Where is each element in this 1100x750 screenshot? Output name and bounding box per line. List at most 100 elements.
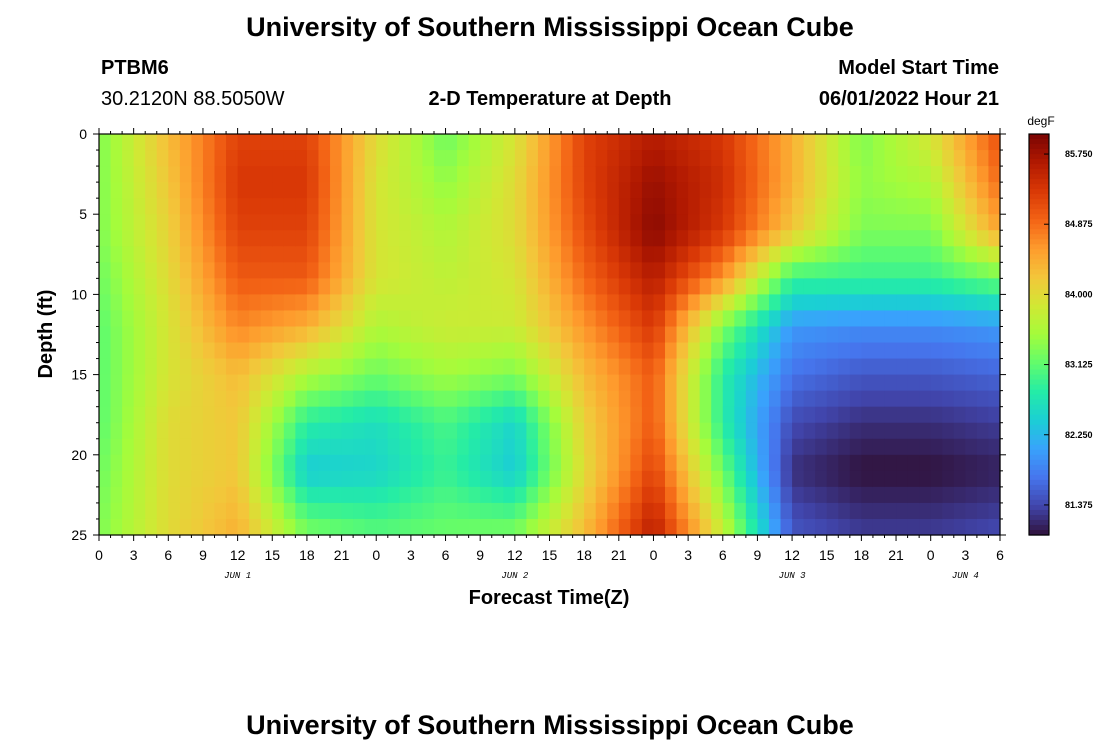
heatmap-cell bbox=[572, 166, 585, 183]
heatmap-cell bbox=[468, 134, 481, 151]
heatmap-cell bbox=[306, 438, 320, 456]
heatmap-cell bbox=[537, 438, 551, 456]
heatmap-cell bbox=[988, 214, 1001, 231]
heatmap-cell bbox=[399, 214, 412, 231]
heatmap-cell bbox=[168, 262, 181, 279]
heatmap-cell bbox=[861, 230, 874, 247]
heatmap-cell bbox=[630, 166, 643, 183]
heatmap-cell bbox=[861, 310, 874, 328]
heatmap-cell bbox=[249, 214, 262, 231]
heatmap-cell bbox=[133, 422, 146, 440]
heatmap-cell bbox=[306, 262, 320, 279]
heatmap-cell bbox=[491, 422, 504, 440]
heatmap-cell bbox=[537, 390, 551, 408]
heatmap-cell bbox=[306, 278, 320, 295]
heatmap-cell bbox=[99, 374, 112, 392]
heatmap-cell bbox=[919, 262, 932, 279]
heatmap-cell bbox=[330, 390, 343, 408]
chart-subtitle: 2-D Temperature at Depth bbox=[428, 88, 671, 110]
heatmap-cell bbox=[526, 214, 539, 231]
heatmap-cell bbox=[364, 262, 377, 279]
heatmap-cell bbox=[780, 182, 793, 199]
heatmap-cell bbox=[896, 230, 909, 247]
heatmap-cell bbox=[884, 262, 897, 279]
heatmap-cell bbox=[156, 230, 169, 247]
heatmap-cell bbox=[907, 134, 920, 151]
heatmap-cell bbox=[318, 438, 331, 456]
colorbar-segment bbox=[1029, 394, 1049, 401]
heatmap-cell bbox=[364, 486, 377, 504]
heatmap-cell bbox=[295, 390, 308, 408]
heatmap-cell bbox=[526, 198, 539, 215]
heatmap-cell bbox=[641, 262, 655, 279]
heatmap-cell bbox=[930, 470, 943, 488]
heatmap-cell bbox=[491, 326, 504, 344]
heatmap-cell bbox=[745, 166, 759, 183]
heatmap-cell bbox=[953, 310, 966, 328]
heatmap-cell bbox=[930, 326, 943, 344]
heatmap-cell bbox=[919, 246, 932, 263]
heatmap-cell bbox=[537, 342, 551, 360]
heatmap-cell bbox=[133, 294, 146, 312]
heatmap-cell bbox=[226, 230, 239, 247]
heatmap-cell bbox=[306, 518, 320, 536]
heatmap-cell bbox=[584, 166, 597, 183]
heatmap-cell bbox=[202, 326, 216, 344]
heatmap-cell bbox=[99, 294, 112, 312]
heatmap-cell bbox=[537, 134, 551, 151]
heatmap-cell bbox=[468, 310, 481, 328]
heatmap-cell bbox=[630, 294, 643, 312]
heatmap-cell bbox=[156, 134, 169, 151]
heatmap-cell bbox=[745, 310, 759, 328]
heatmap-cell bbox=[410, 262, 424, 279]
heatmap-cell bbox=[665, 518, 678, 536]
heatmap-cell bbox=[792, 374, 805, 392]
heatmap-cell bbox=[376, 278, 389, 295]
heatmap-cell bbox=[318, 198, 331, 215]
heatmap-cell bbox=[110, 166, 123, 183]
heatmap-cell bbox=[237, 390, 250, 408]
heatmap-cell bbox=[145, 326, 158, 344]
heatmap-cell bbox=[953, 294, 966, 312]
heatmap-cell bbox=[122, 198, 135, 215]
heatmap-cell bbox=[537, 406, 551, 424]
heatmap-cell bbox=[283, 342, 296, 360]
heatmap-cell bbox=[942, 486, 955, 504]
heatmap-cell bbox=[561, 422, 574, 440]
heatmap-cell bbox=[318, 278, 331, 295]
heatmap-cell bbox=[156, 374, 169, 392]
colorbar-segment bbox=[1029, 224, 1049, 230]
heatmap-cell bbox=[272, 454, 285, 472]
heatmap-cell bbox=[641, 326, 655, 344]
heatmap-cell bbox=[226, 470, 239, 488]
heatmap-cell bbox=[260, 150, 273, 167]
heatmap-cell bbox=[641, 134, 655, 151]
heatmap-cell bbox=[237, 374, 250, 392]
heatmap-cell bbox=[387, 326, 400, 344]
heatmap-cell bbox=[711, 214, 724, 231]
heatmap-cell bbox=[965, 166, 978, 183]
heatmap-cell bbox=[491, 278, 504, 295]
heatmap-cell bbox=[734, 438, 747, 456]
colorbar-tick-label: 84.000 bbox=[1065, 289, 1093, 299]
heatmap-cell bbox=[768, 454, 782, 472]
heatmap-cell bbox=[110, 374, 123, 392]
heatmap-cell bbox=[711, 422, 724, 440]
heatmap-cell bbox=[561, 502, 574, 520]
heatmap-cell bbox=[676, 454, 689, 472]
heatmap-cell bbox=[537, 294, 551, 312]
heatmap-cell bbox=[399, 406, 412, 424]
heatmap-cell bbox=[676, 166, 689, 183]
colorbar-segment bbox=[1029, 359, 1049, 366]
heatmap-cell bbox=[584, 230, 597, 247]
heatmap-cell bbox=[896, 486, 909, 504]
heatmap-cell bbox=[457, 438, 470, 456]
heatmap-cell bbox=[665, 182, 678, 199]
heatmap-cell bbox=[768, 182, 782, 199]
heatmap-cell bbox=[584, 374, 597, 392]
heatmap-cell bbox=[688, 422, 701, 440]
heatmap-cell bbox=[826, 390, 839, 408]
heatmap-cell bbox=[410, 342, 424, 360]
heatmap-cell bbox=[191, 438, 204, 456]
